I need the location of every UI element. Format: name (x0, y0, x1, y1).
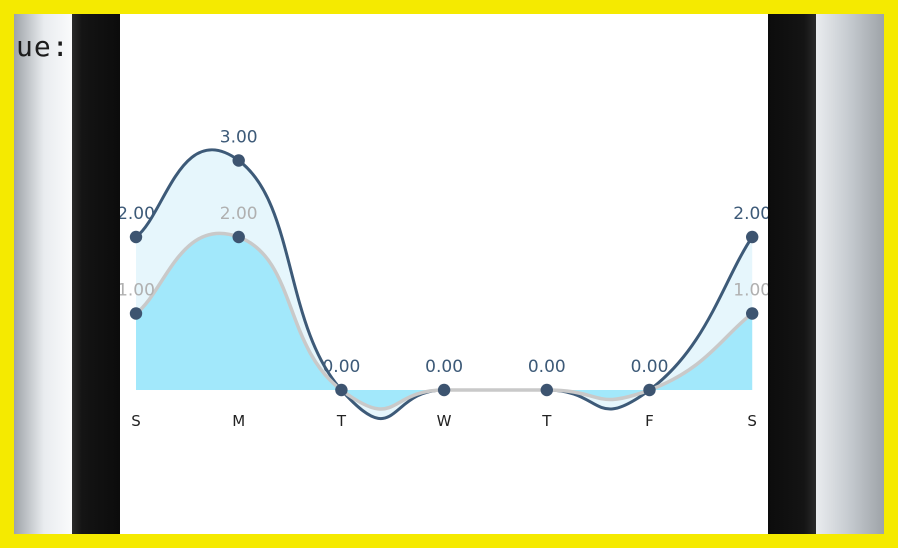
series-areas (136, 149, 753, 419)
series-1-data-label: 1.00 (120, 281, 155, 301)
series-1-data-label: 2.00 (220, 204, 258, 224)
x-tick-label: F (645, 412, 654, 430)
partial-label: ue: (16, 30, 70, 63)
series-0-data-label: 0.00 (322, 357, 360, 377)
x-tick-label: M (232, 412, 245, 430)
series-0-point (129, 230, 143, 244)
series-1-point (129, 307, 143, 320)
x-tick-label: S (747, 412, 757, 430)
series-0-point (746, 230, 759, 244)
series-0-point (540, 383, 553, 397)
data-labels: 2.00 3.00 0.00 0.00 0.00 0.00 2.00 1.00 2.00 1.00 (120, 128, 768, 378)
series-0-data-label: 0.00 (425, 357, 463, 377)
data-points (129, 154, 759, 397)
series-0-point (335, 383, 348, 397)
series-0-point (643, 383, 656, 397)
x-tick-label: T (336, 412, 347, 430)
area-chart: 2.00 3.00 0.00 0.00 0.00 0.00 2.00 1.00 2.00 1.00… (120, 128, 768, 431)
series-0-data-label: 0.00 (528, 357, 566, 377)
series-0-data-label: 2.00 (733, 204, 768, 224)
series-1-point (232, 230, 245, 244)
phone-bezel-right (768, 14, 816, 534)
series-1-data-label: 1.00 (733, 281, 768, 301)
device-screenshot: ue: 2.00 3.00 0.00 0.00 0.00 0.00 2.00 1.00 2.00… (14, 14, 884, 534)
series-1-point (746, 307, 759, 320)
series-1-area (136, 233, 753, 410)
series-0-point (232, 154, 245, 167)
series-0-data-label: 3.00 (220, 128, 258, 148)
phone-bezel-left (72, 14, 120, 534)
phone-screen: 2.00 3.00 0.00 0.00 0.00 0.00 2.00 1.00 2.00 1.00… (120, 14, 768, 534)
x-tick-label: T (541, 412, 552, 430)
x-tick-label: S (131, 412, 141, 430)
series-0-point (437, 383, 451, 397)
series-0-data-label: 2.00 (120, 204, 155, 224)
x-tick-label: W (437, 412, 452, 430)
series-0-data-label: 0.00 (631, 357, 669, 377)
